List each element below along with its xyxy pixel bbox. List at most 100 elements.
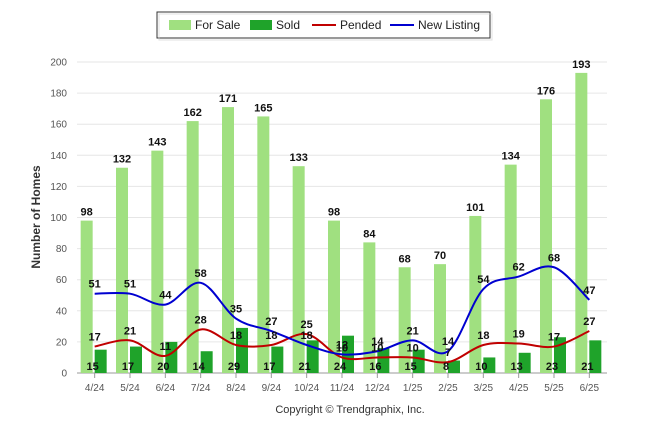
y-tick-label: 120 — [50, 182, 67, 193]
label-for-sale: 98 — [81, 207, 93, 219]
label-sold: 15 — [87, 361, 99, 373]
label-new-listing: 58 — [195, 268, 207, 280]
bar-for-sale — [328, 220, 340, 373]
y-tick-label: 100 — [50, 213, 67, 224]
bar-sold — [271, 346, 284, 373]
label-new-listing: 14 — [371, 336, 384, 348]
x-tick-label: 4/24 — [85, 383, 105, 394]
label-new-listing: 27 — [265, 316, 277, 328]
label-new-listing: 14 — [442, 336, 455, 348]
label-pended: 18 — [265, 330, 277, 342]
label-pended: 17 — [89, 332, 101, 344]
label-sold: 20 — [157, 361, 169, 373]
label-pended: 10 — [336, 342, 348, 354]
label-sold: 29 — [228, 361, 240, 373]
y-tick-label: 200 — [50, 58, 67, 69]
label-sold: 16 — [369, 361, 381, 373]
legend-label-sold: Sold — [276, 18, 300, 32]
label-pended: 27 — [583, 316, 595, 328]
label-new-listing: 62 — [513, 262, 525, 274]
bar-for-sale — [80, 220, 93, 373]
x-tick-label: 10/24 — [294, 383, 319, 394]
x-tick-label: 6/24 — [156, 383, 176, 394]
bar-for-sale — [363, 242, 376, 373]
bar-for-sale — [504, 164, 517, 373]
label-sold: 24 — [334, 361, 347, 373]
label-sold: 21 — [299, 361, 311, 373]
label-new-listing: 35 — [230, 304, 242, 316]
label-pended: 28 — [195, 314, 207, 326]
y-tick-label: 0 — [61, 369, 67, 380]
y-axis-ticks: 0 20 40 60 80 100 120 140 160 180 200 — [50, 58, 67, 380]
label-for-sale: 84 — [363, 228, 376, 240]
x-tick-label: 9/24 — [262, 383, 282, 394]
label-for-sale: 165 — [254, 102, 272, 114]
label-for-sale: 98 — [328, 207, 340, 219]
y-tick-label: 160 — [50, 120, 67, 131]
bar-sold — [483, 357, 496, 373]
label-pended: 10 — [371, 342, 383, 354]
label-pended: 11 — [160, 341, 172, 353]
x-tick-label: 7/24 — [191, 383, 211, 394]
label-new-listing: 44 — [159, 290, 172, 302]
bar-for-sale — [434, 264, 446, 373]
x-tick-label: 2/25 — [438, 383, 458, 394]
x-tick-label: 3/25 — [474, 383, 494, 394]
label-for-sale: 134 — [501, 151, 520, 163]
label-for-sale: 143 — [148, 137, 166, 149]
bars — [80, 72, 602, 374]
label-for-sale: 132 — [113, 154, 131, 166]
copyright-credit: Copyright © Trendgraphix, Inc. — [275, 404, 424, 416]
x-tick-label: 11/24 — [330, 383, 355, 394]
label-pended: 19 — [513, 328, 525, 340]
bar-for-sale — [116, 167, 128, 373]
label-pended: 10 — [407, 342, 419, 354]
x-tick-label: 5/25 — [544, 383, 564, 394]
bar-for-sale — [575, 72, 588, 373]
label-for-sale: 133 — [289, 152, 307, 164]
bar-for-sale — [469, 215, 482, 373]
label-new-listing: 68 — [548, 252, 560, 264]
label-new-listing: 51 — [124, 279, 136, 291]
bar-sold — [200, 351, 213, 373]
bar-sold — [589, 340, 602, 373]
bar-for-sale — [186, 121, 199, 373]
label-sold: 13 — [511, 361, 523, 373]
bar-for-sale — [398, 267, 411, 373]
bar-for-sale — [292, 166, 305, 373]
label-for-sale: 101 — [466, 202, 484, 214]
x-tick-label: 8/24 — [226, 383, 246, 394]
label-new-listing: 18 — [301, 330, 313, 342]
legend-label-for-sale: For Sale — [195, 18, 241, 32]
x-tick-label: 6/25 — [580, 383, 600, 394]
label-for-sale: 70 — [434, 250, 446, 262]
label-sold: 10 — [475, 361, 487, 373]
bar-sold — [377, 348, 390, 373]
x-tick-label: 4/25 — [509, 383, 529, 394]
line-pended — [94, 328, 590, 364]
label-sold: 14 — [193, 361, 206, 373]
label-new-listing: 51 — [89, 279, 101, 291]
y-tick-label: 20 — [56, 337, 68, 348]
label-sold: 21 — [581, 361, 593, 373]
line-new-listing — [94, 265, 591, 356]
label-sold: 17 — [122, 361, 134, 373]
label-pended: 7 — [445, 347, 451, 359]
label-new-listing: 47 — [583, 285, 595, 297]
y-tick-label: 180 — [50, 89, 67, 100]
legend-swatch-for-sale — [169, 20, 191, 30]
bar-sold — [94, 349, 107, 373]
legend-label-pended: Pended — [340, 18, 381, 32]
x-tick-label: 12/24 — [365, 383, 390, 394]
legend-label-new-listing: New Listing — [418, 18, 480, 32]
label-sold: 15 — [405, 361, 417, 373]
label-sold: 8 — [443, 361, 449, 373]
label-pended: 18 — [477, 330, 489, 342]
legend-swatch-sold — [250, 20, 272, 30]
x-tick-label: 5/24 — [120, 383, 140, 394]
label-for-sale: 176 — [537, 85, 555, 97]
x-axis-ticks: 4/24 5/24 6/24 7/24 8/24 9/24 10/24 11/24 12/24 1… — [85, 373, 600, 394]
label-pended: 21 — [124, 325, 136, 337]
